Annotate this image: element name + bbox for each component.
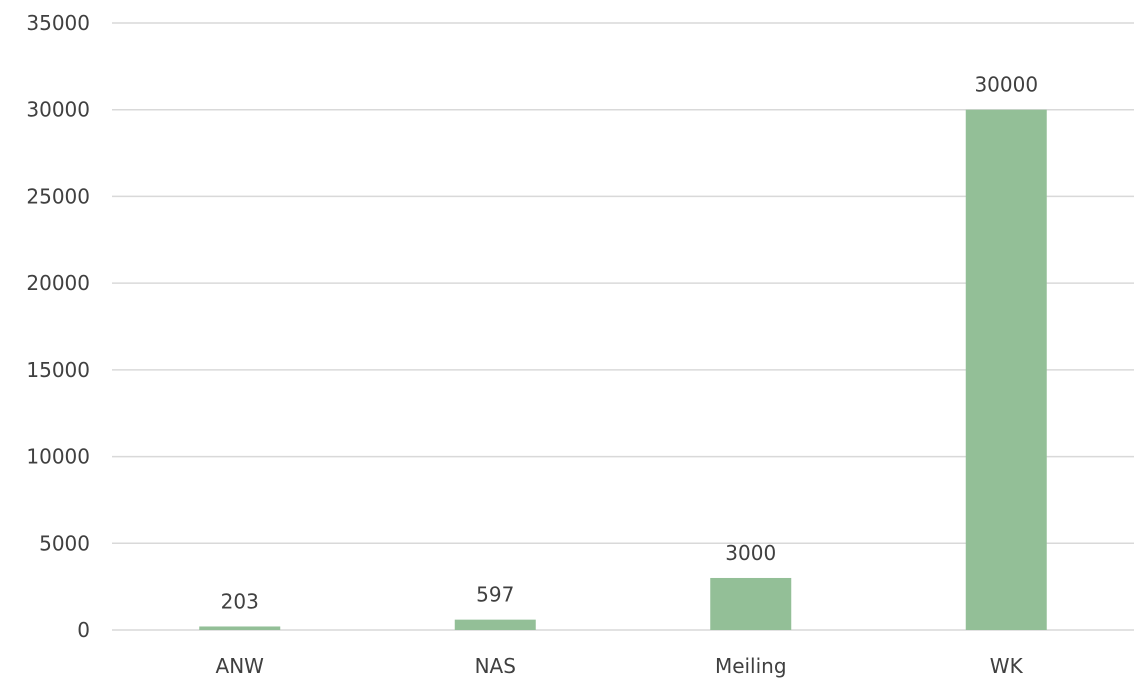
gridlines [112, 22, 1134, 631]
data-label-anw: 203 [221, 589, 259, 613]
bar-wk [965, 109, 1047, 630]
y-tick-label: 0 [77, 618, 90, 642]
bar-meiling [710, 577, 792, 630]
bars [199, 109, 1047, 630]
category-label-nas: NAS [475, 654, 516, 678]
y-tick-label: 30000 [26, 98, 90, 122]
category-label-meiling: Meiling [715, 654, 787, 678]
bar-anw [199, 626, 281, 630]
data-label-meiling: 3000 [725, 541, 776, 565]
category-label-anw: ANW [216, 654, 265, 678]
y-tick-label: 25000 [26, 184, 90, 208]
y-tick-label: 5000 [39, 531, 90, 555]
data-label-nas: 597 [476, 583, 514, 607]
x-axis-category-labels: ANW NAS Meiling WK [216, 654, 1024, 678]
y-tick-label: 20000 [26, 271, 90, 295]
bar-nas [454, 619, 536, 630]
y-tick-label: 35000 [26, 11, 90, 35]
y-axis-tick-labels: 0 5000 10000 15000 20000 25000 30000 35000 [26, 11, 90, 642]
data-label-wk: 30000 [974, 73, 1038, 97]
category-label-wk: WK [990, 654, 1024, 678]
data-labels: 203 597 3000 30000 [221, 73, 1038, 614]
y-tick-label: 10000 [26, 445, 90, 469]
y-tick-label: 15000 [26, 358, 90, 382]
